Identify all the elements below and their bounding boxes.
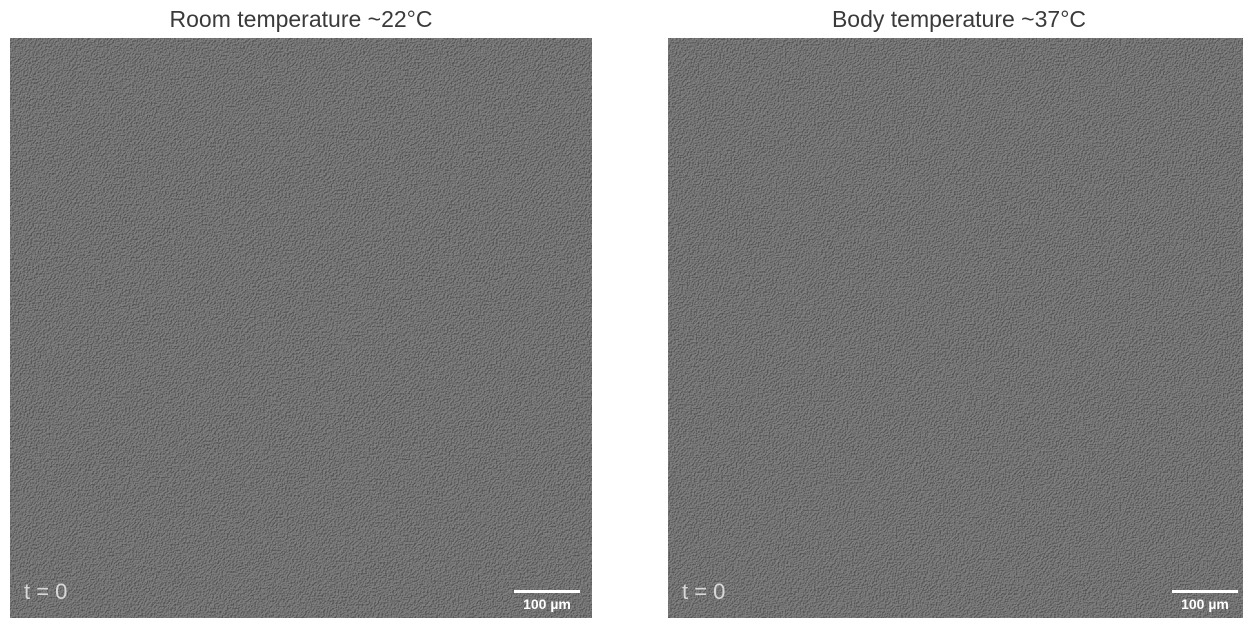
panel-room-temperature: Room temperature ~22°C t = 0 100 µm — [10, 0, 592, 618]
scale-bar-label: 100 µm — [523, 596, 571, 612]
time-label: t = 0 — [24, 579, 68, 604]
scale-bar-line — [1172, 590, 1238, 593]
panel-body-temperature: Body temperature ~37°C t = 0 100 µm — [668, 0, 1243, 618]
micrograph-image: t = 0 100 µm — [10, 38, 592, 618]
scale-bar: 100 µm — [1172, 590, 1238, 612]
panel-title: Room temperature ~22°C — [169, 6, 433, 32]
time-label: t = 0 — [682, 579, 726, 604]
micrograph-image: t = 0 100 µm — [668, 38, 1243, 618]
scale-bar: 100 µm — [514, 590, 580, 612]
micrograph-texture — [10, 38, 592, 618]
micrograph-texture — [668, 38, 1243, 618]
scale-bar-label: 100 µm — [1181, 596, 1229, 612]
panel-title: Body temperature ~37°C — [831, 6, 1087, 32]
scale-bar-line — [514, 590, 580, 593]
